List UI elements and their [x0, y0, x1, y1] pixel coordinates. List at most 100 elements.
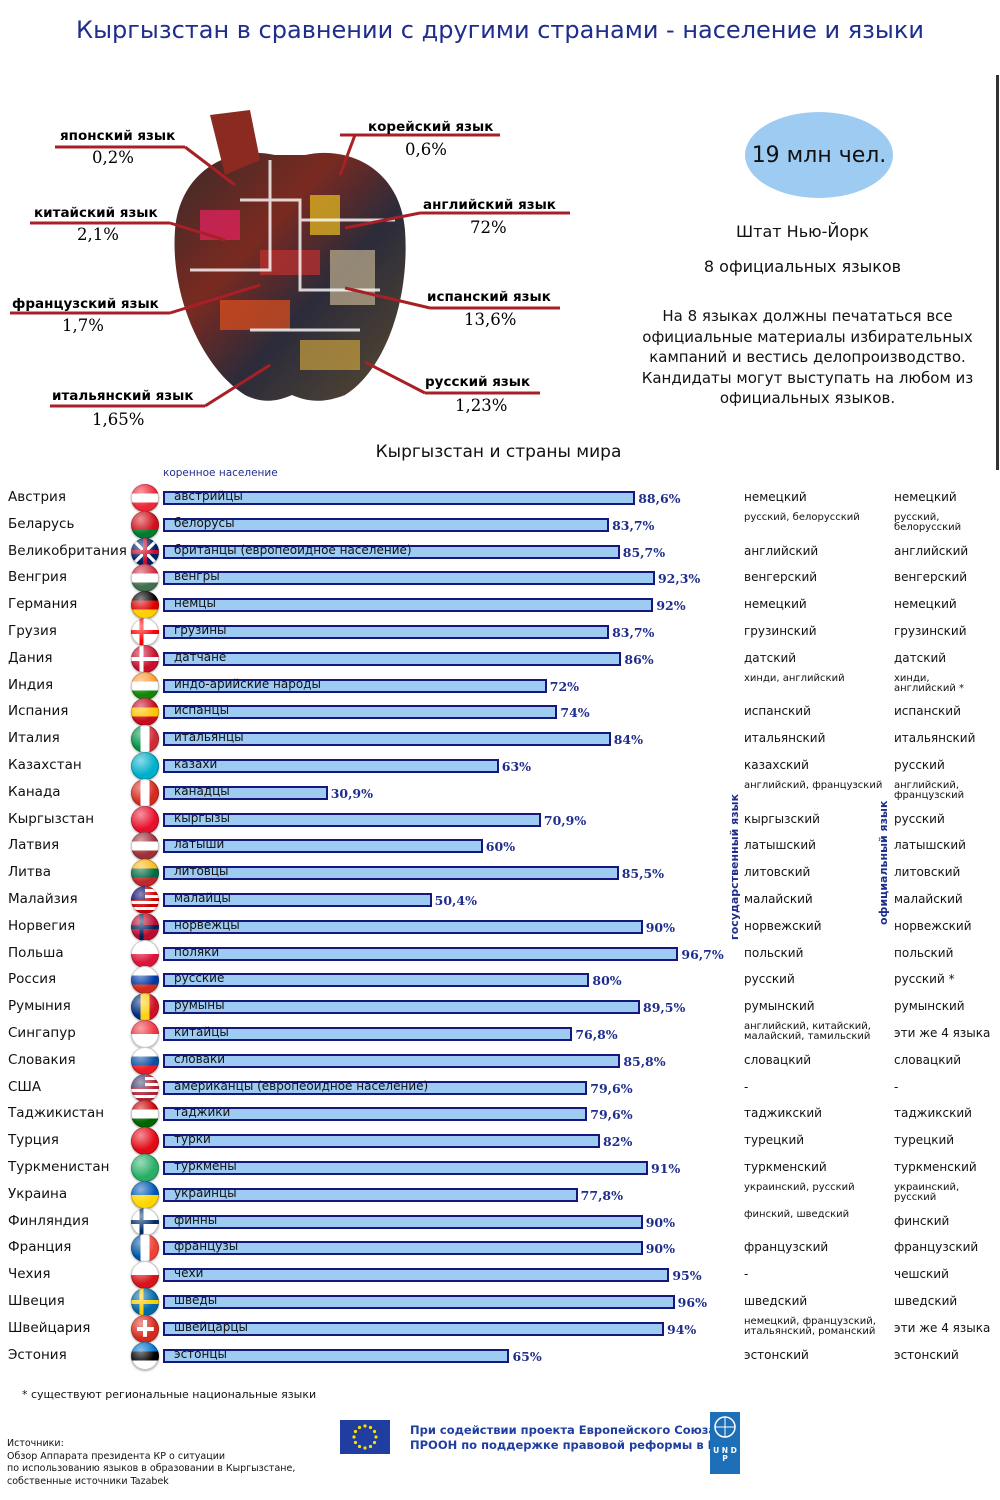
sources-line: собственные источники Tazabek: [7, 1475, 169, 1487]
column-header-state-language: государственный язык: [728, 793, 741, 940]
eu-star-icon: [353, 1440, 358, 1445]
country-name: Кыргызстан: [8, 810, 95, 827]
bar-value-label: 86%: [624, 651, 654, 667]
bar-label: американцы (европеоидное население): [174, 1078, 429, 1093]
official-language: английский, французский: [894, 779, 965, 801]
bar-value-label: 85,7%: [622, 544, 666, 560]
bar: [163, 705, 558, 720]
bar: [163, 571, 655, 586]
apple-label-spanish: испанский язык: [427, 289, 551, 305]
bar-label: белорусы: [174, 515, 235, 530]
bar: [163, 1241, 643, 1256]
bar-label: грузины: [174, 623, 227, 637]
official-language: грузинский: [894, 624, 967, 638]
bar: [163, 651, 622, 666]
official-language: украинский, русский: [894, 1181, 960, 1203]
flag-icon: [131, 939, 159, 968]
page-title: Кыргызстан в сравнении с другими странам…: [76, 16, 924, 44]
bar-value-label: 74%: [560, 705, 590, 721]
sources-line: Обзор Аппарата президента КР о ситуации: [7, 1450, 226, 1462]
bar: [163, 1027, 573, 1041]
country-name: Финляндия: [8, 1212, 90, 1229]
bar-label: туркмены: [174, 1159, 237, 1173]
bar-value-label: 60%: [485, 839, 516, 855]
official-language: венгерский: [894, 570, 968, 585]
eu-flag-logo: [340, 1420, 390, 1454]
bar-value-label: 72%: [549, 678, 580, 694]
flag-icon: [131, 1234, 159, 1263]
state-language: норвежский: [744, 918, 822, 933]
flag-icon: [131, 966, 159, 995]
official-language: русский *: [894, 972, 955, 987]
bar: [163, 1107, 588, 1122]
state-language: немецкий, французский, итальянский, рома…: [744, 1315, 876, 1337]
support-line: ПРООН по поддержке правовой реформы в КР: [410, 1438, 726, 1452]
undp-text: U N D P: [713, 1446, 737, 1463]
bar: [163, 625, 610, 639]
bar: [163, 759, 499, 773]
state-language: английский, китайский, малайский, тамиль…: [744, 1021, 871, 1042]
support-text: При содействии проекта Европейского Союз…: [410, 1423, 728, 1453]
bar-label: венгры: [174, 569, 220, 584]
bar-value-label: 96,7%: [681, 946, 724, 962]
official-language: русский: [894, 758, 945, 772]
bar-label: чехи: [174, 1266, 204, 1281]
apple-label-chinese: китайский язык: [34, 205, 158, 221]
flag-icon: [131, 752, 159, 780]
bar-label: французы: [174, 1239, 239, 1254]
bar-label: британцы (европеоидное население): [174, 542, 412, 557]
state-language: русский, белорусский: [744, 511, 860, 523]
eu-star-icon: [374, 1435, 378, 1439]
official-language: эстонский: [894, 1347, 959, 1362]
apple-pct-korean: 0,6%: [405, 140, 447, 159]
state-language: шведский: [744, 1294, 808, 1308]
bar-label: казахи: [174, 757, 218, 771]
flag-icon: [131, 1341, 159, 1370]
bar: [163, 1000, 641, 1015]
bar-value-label: 89,5%: [643, 1000, 686, 1016]
flag-icon: [131, 564, 159, 593]
state-language: английский, французский: [744, 779, 883, 791]
bar: [163, 839, 483, 854]
country-name: Таджикистан: [8, 1105, 105, 1122]
state-language: -: [744, 1267, 749, 1282]
bar-label: индо-арийские народы: [174, 676, 321, 691]
bar-value-label: 82%: [603, 1134, 633, 1150]
country-name: Латвия: [8, 837, 60, 854]
country-name: Сингапур: [8, 1025, 76, 1041]
bar: [163, 1348, 510, 1363]
bar-value-label: 84%: [613, 732, 643, 748]
bar-label: турки: [174, 1132, 211, 1147]
official-language: таджикский: [894, 1106, 972, 1121]
sources-line: Источники:: [7, 1438, 64, 1449]
state-name: Штат Нью-Йорк: [736, 222, 869, 241]
eu-star-icon: [363, 1424, 367, 1428]
country-name: Румыния: [8, 998, 71, 1015]
country-name: Туркменистан: [8, 1159, 110, 1175]
support-line: При содействии проекта Европейского Союз…: [410, 1423, 729, 1437]
flag-icon: [131, 832, 159, 861]
apple-illustration: [10, 110, 570, 408]
apple-label-italian: итальянский язык: [52, 388, 194, 404]
bar-label: датчане: [174, 649, 227, 664]
eu-star-icon: [353, 1429, 358, 1434]
bar: [163, 1134, 601, 1149]
country-name: Чехия: [8, 1266, 51, 1283]
bar-label: норвежцы: [174, 917, 240, 932]
state-language: грузинский: [744, 624, 817, 638]
info-description: На 8 языках должны печататься все официа…: [641, 307, 974, 407]
apple-pct-russian: 1,23%: [455, 396, 508, 415]
apple-label-french: французский язык: [12, 296, 159, 312]
bar: [163, 1161, 649, 1175]
eu-star-icon: [372, 1440, 377, 1445]
eu-star-icon: [352, 1435, 356, 1439]
bar: [163, 1187, 578, 1202]
state-language: финский, шведский: [744, 1208, 850, 1220]
footnote: * существуют региональные национальные я…: [22, 1388, 317, 1401]
bar-value-label: 96%: [677, 1295, 707, 1310]
country-name: Норвегия: [8, 917, 76, 934]
bar-value-label: 85,5%: [621, 866, 665, 882]
flag-icon: [131, 1261, 159, 1290]
official-language: русский: [894, 811, 945, 826]
state-language: венгерский: [744, 570, 818, 585]
